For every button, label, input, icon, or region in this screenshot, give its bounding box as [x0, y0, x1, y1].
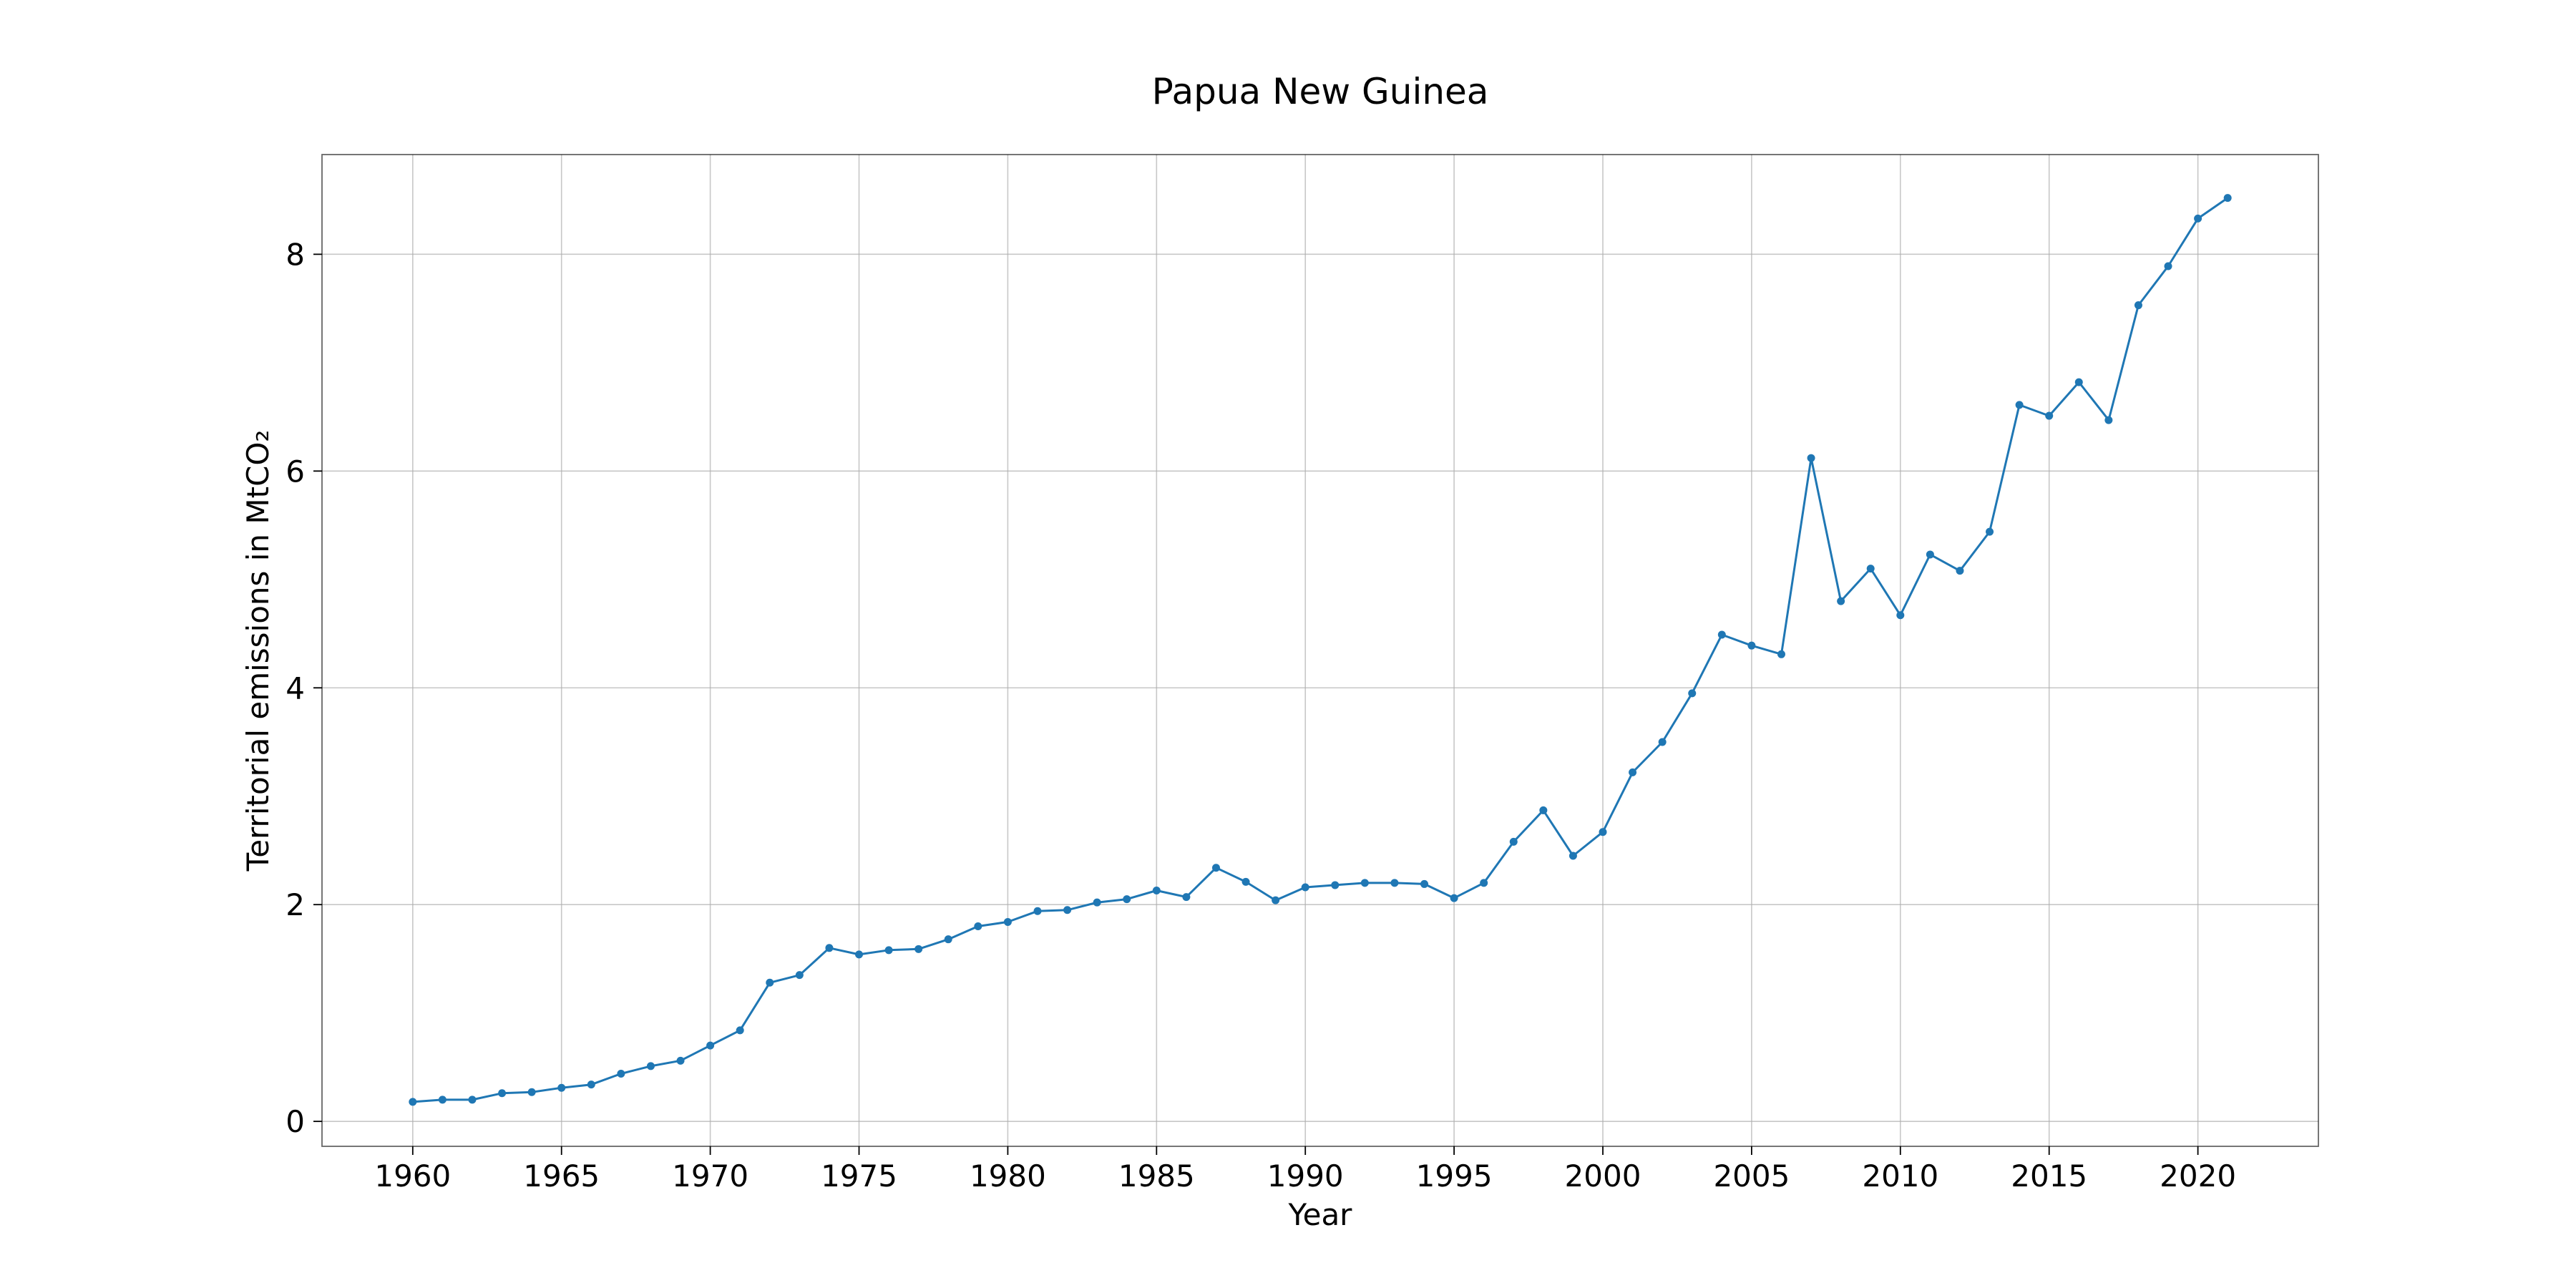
data-point	[1866, 565, 1875, 573]
data-point	[914, 945, 923, 953]
x-tick-label: 2020	[2160, 1158, 2236, 1194]
data-point	[2104, 416, 2113, 424]
data-point	[1003, 917, 1012, 926]
y-tick-label: 0	[286, 1104, 305, 1139]
data-point	[1509, 837, 1518, 846]
data-point	[2074, 378, 2083, 386]
data-point	[2164, 262, 2172, 270]
axis-ticks: 1960 1965 1970 1975 1980 1985 1990 1995 2000 2005…	[286, 237, 2236, 1194]
data-point	[1033, 907, 1042, 915]
x-axis-label: Year	[1288, 1197, 1353, 1232]
data-point	[825, 944, 834, 952]
y-tick-label: 6	[286, 454, 305, 489]
data-point	[795, 971, 804, 980]
data-point	[1480, 879, 1488, 887]
x-tick-label: 1995	[1416, 1158, 1493, 1194]
data-point	[1926, 550, 1934, 559]
series-markers	[409, 194, 2232, 1106]
chart-title: Papua New Guinea	[1152, 71, 1489, 112]
x-tick-label: 1980	[970, 1158, 1046, 1194]
y-tick-label: 4	[286, 670, 305, 706]
data-point	[974, 922, 982, 931]
x-tick-label: 2005	[1713, 1158, 1790, 1194]
data-point	[1956, 567, 1964, 575]
data-point	[1658, 738, 1667, 746]
data-point	[1539, 806, 1548, 814]
data-point	[944, 935, 952, 944]
grid-lines	[322, 155, 2318, 1146]
x-tick-label: 2015	[2011, 1158, 2087, 1194]
data-point	[1896, 611, 1905, 620]
data-point	[1717, 630, 1726, 639]
data-point	[2194, 214, 2202, 223]
data-point	[1331, 881, 1340, 889]
x-tick-label: 2000	[1565, 1158, 1641, 1194]
data-point	[557, 1083, 566, 1092]
x-tick-label: 1990	[1267, 1158, 1344, 1194]
y-axis-label: Territorial emissions in MtCO₂	[240, 430, 275, 872]
data-point	[1390, 879, 1399, 887]
data-point	[1986, 527, 1994, 536]
data-point	[1123, 895, 1131, 904]
data-point	[409, 1098, 417, 1106]
y-tick-label: 8	[286, 237, 305, 272]
data-point	[1272, 896, 1280, 904]
data-point	[706, 1041, 715, 1050]
x-tick-label: 1975	[821, 1158, 897, 1194]
data-point	[736, 1026, 744, 1035]
data-point	[1063, 906, 1072, 914]
data-point	[766, 978, 774, 987]
data-point	[1777, 650, 1785, 658]
x-tick-label: 1970	[672, 1158, 748, 1194]
data-point	[884, 946, 893, 955]
data-point	[1807, 454, 1815, 462]
data-point	[1568, 852, 1577, 860]
data-point	[1182, 893, 1191, 902]
data-point	[1360, 879, 1369, 887]
data-point	[646, 1062, 655, 1070]
data-point	[855, 950, 864, 959]
data-point	[438, 1096, 447, 1104]
data-point	[527, 1088, 536, 1096]
x-tick-label: 2010	[1862, 1158, 1938, 1194]
data-point	[1629, 768, 1637, 776]
data-point	[2045, 411, 2054, 420]
data-point	[617, 1070, 625, 1078]
data-point	[2134, 301, 2142, 310]
y-tick-label: 2	[286, 887, 305, 922]
data-point	[2015, 401, 2024, 409]
x-tick-label: 1965	[523, 1158, 600, 1194]
data-point	[587, 1080, 595, 1089]
data-point	[1420, 879, 1429, 888]
data-point	[498, 1089, 507, 1098]
data-point	[1211, 864, 1220, 872]
data-point	[2223, 194, 2232, 203]
plot-area-frame	[321, 154, 2319, 1147]
data-point	[1747, 641, 1756, 650]
x-tick-label: 1960	[374, 1158, 451, 1194]
data-point	[1599, 828, 1607, 836]
data-point	[1301, 883, 1309, 892]
x-tick-label: 1985	[1118, 1158, 1195, 1194]
data-point	[468, 1096, 477, 1104]
data-point	[1152, 887, 1161, 895]
series-line	[412, 197, 2229, 1103]
data-point	[1688, 689, 1697, 698]
data-point	[1837, 597, 1845, 605]
data-point	[1450, 894, 1458, 902]
data-point	[1093, 898, 1101, 907]
data-point	[1241, 877, 1250, 886]
data-point	[676, 1056, 685, 1065]
